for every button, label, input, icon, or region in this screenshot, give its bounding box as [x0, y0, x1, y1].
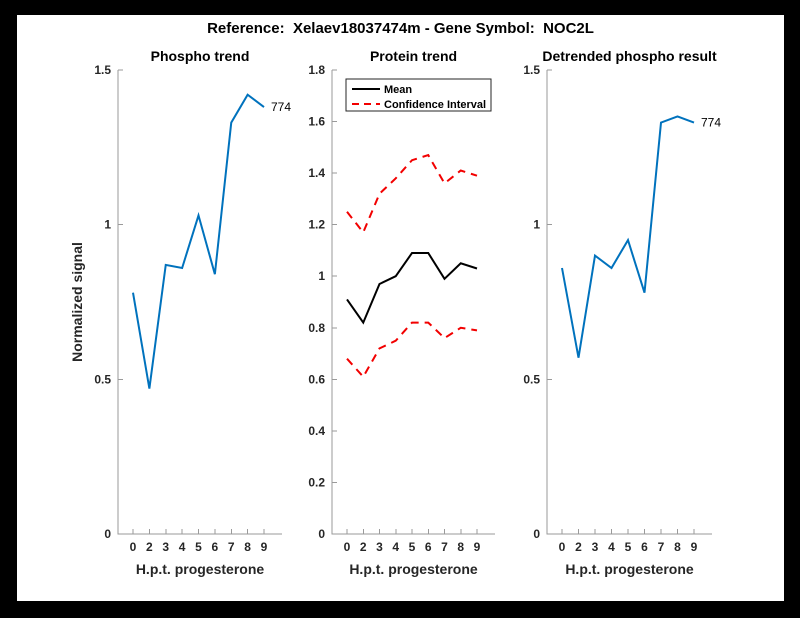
x-tick-label: 7	[228, 540, 235, 554]
y-tick-label: 0.5	[523, 372, 540, 386]
x-tick-label: 5	[409, 540, 416, 554]
x-tick-label: 0	[559, 540, 566, 554]
axes-lines	[546, 70, 712, 535]
x-tick-label: 3	[592, 540, 599, 554]
detrended-phospho-signal-line	[561, 115, 695, 358]
y-tick-label: 1	[533, 218, 540, 232]
x-axis-label: H.p.t. progesterone	[565, 561, 694, 577]
x-tick-label: 4	[608, 540, 615, 554]
x-tick-label: 4	[179, 540, 186, 554]
x-tick-label: 0	[130, 540, 137, 554]
axes-lines	[117, 70, 282, 535]
phospho-signal-line	[132, 93, 265, 389]
x-tick-label: 4	[392, 540, 399, 554]
x-tick-label: 8	[457, 540, 464, 554]
confidence-interval-lower-line	[346, 321, 478, 379]
y-tick-label: 1.5	[523, 63, 540, 77]
x-tick-label: 9	[261, 540, 268, 554]
y-tick-label: 0	[533, 527, 540, 541]
figure-title: Reference: Xelaev18037474m - Gene Symbol…	[207, 20, 594, 37]
y-axis-label: Normalized signal	[69, 242, 85, 362]
y-tick-label: 1.4	[308, 166, 325, 180]
x-tick-label: 6	[641, 540, 648, 554]
series-end-label: 774	[271, 100, 291, 114]
y-tick-label: 1.2	[308, 218, 325, 232]
x-tick-label: 9	[474, 540, 481, 554]
legend-entry-label: Confidence Interval	[384, 99, 486, 111]
y-tick-label: 1.6	[308, 115, 325, 129]
legend-box	[345, 78, 492, 112]
x-tick-label: 8	[674, 540, 681, 554]
y-tick-label: 0.8	[308, 321, 325, 335]
x-tick-label: 2	[360, 540, 367, 554]
y-tick-label: 1.8	[308, 63, 325, 77]
y-tick-label: 1	[104, 218, 111, 232]
y-tick-label: 0.6	[308, 372, 325, 386]
series-end-label: 774	[701, 116, 721, 130]
axes-lines	[331, 70, 495, 535]
y-tick-label: 0.4	[308, 424, 325, 438]
x-axis-label: H.p.t. progesterone	[136, 561, 265, 577]
x-tick-label: 5	[195, 540, 202, 554]
x-tick-label: 6	[212, 540, 219, 554]
x-tick-label: 3	[162, 540, 169, 554]
confidence-interval-upper-line	[346, 153, 478, 235]
x-tick-label: 7	[441, 540, 448, 554]
x-tick-label: 9	[691, 540, 698, 554]
y-tick-label: 1	[318, 269, 325, 283]
y-tick-label: 0	[318, 527, 325, 541]
chart-title: Protein trend	[370, 48, 457, 64]
y-tick-label: 0.5	[94, 372, 111, 386]
x-tick-label: 7	[658, 540, 665, 554]
x-tick-label: 5	[625, 540, 632, 554]
chart-title: Phospho trend	[151, 48, 250, 64]
chart-title: Detrended phospho result	[542, 48, 717, 64]
x-tick-label: 8	[244, 540, 251, 554]
legend-entry-label: Mean	[384, 84, 412, 96]
mean-line	[346, 252, 478, 325]
x-tick-label: 6	[425, 540, 432, 554]
y-tick-label: 1.5	[94, 63, 111, 77]
figure-canvas: Reference: Xelaev18037474m - Gene Symbol…	[17, 15, 784, 601]
y-tick-label: 0.2	[308, 475, 325, 489]
x-axis-label: H.p.t. progesterone	[349, 561, 478, 577]
x-tick-label: 3	[376, 540, 383, 554]
protein-trend-chart: 00.20.40.60.811.21.41.61.80 2 3 4 5 6 7 8 9Prote…	[308, 48, 495, 577]
y-tick-label: 0	[104, 527, 111, 541]
x-tick-label: 0	[344, 540, 351, 554]
x-tick-label: 2	[575, 540, 582, 554]
x-tick-label: 2	[146, 540, 153, 554]
